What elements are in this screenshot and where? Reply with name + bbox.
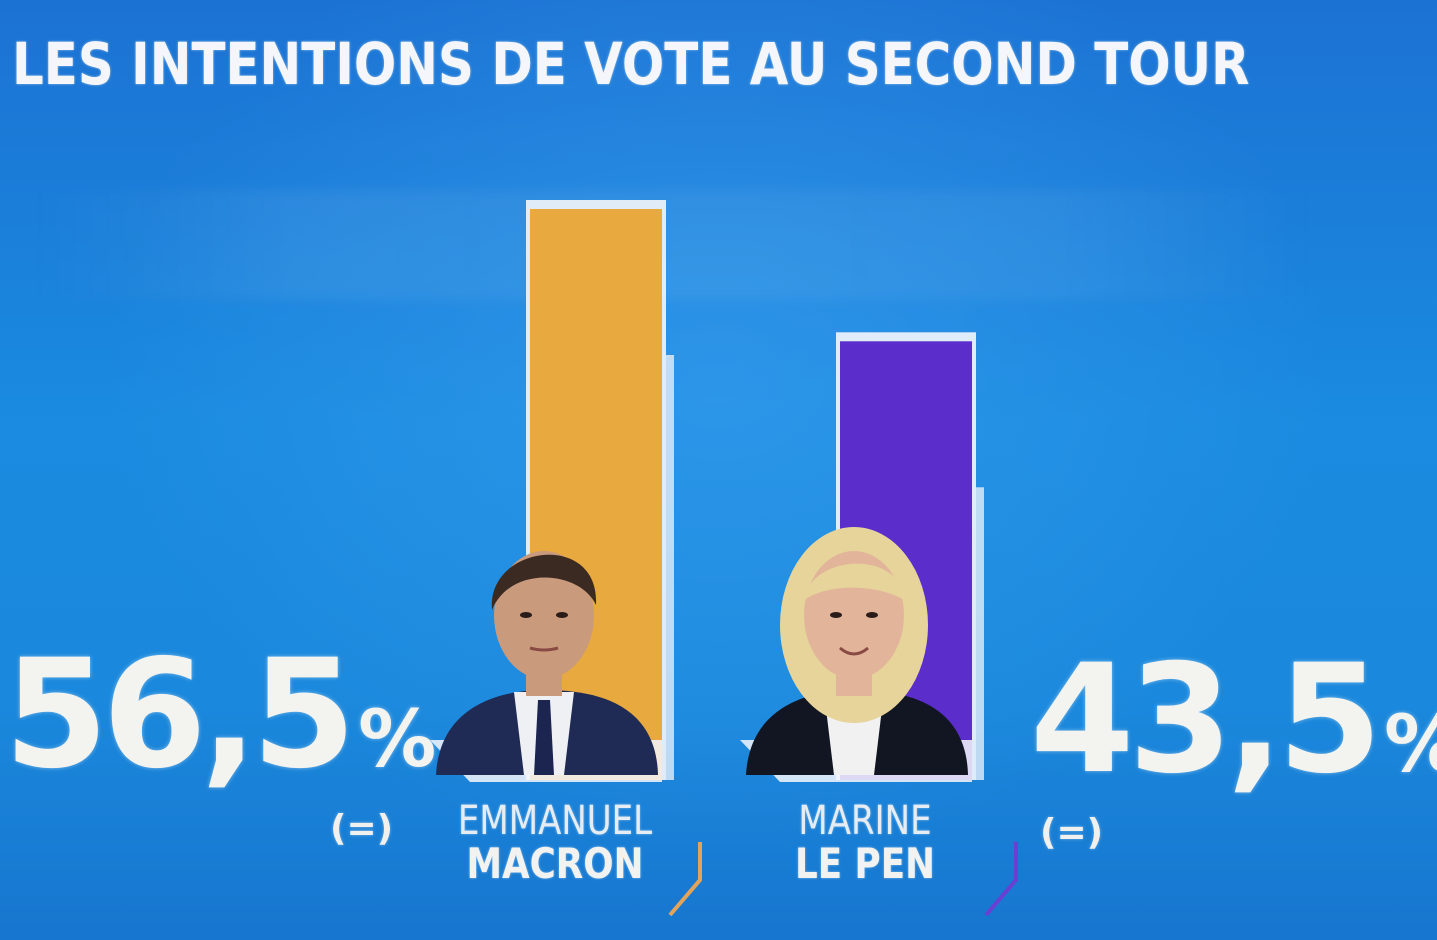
macron-accent-tick (668, 842, 702, 917)
le-pen-last-name: LE PEN (794, 839, 935, 888)
le-pen-percent: 43,5% (1030, 645, 1437, 795)
macron-percent-value: 56,5 (4, 628, 356, 802)
bars-layer (526, 200, 984, 780)
le-pen-portrait-icon (740, 527, 972, 782)
ticks-layer (668, 842, 1018, 917)
le-pen-first-name: MARINE (798, 798, 932, 844)
macron-last-name: MACRON (466, 839, 644, 888)
portraits-layer (430, 527, 972, 782)
le-pen-change: (=) (1040, 812, 1104, 853)
macron-change: (=) (330, 808, 394, 849)
macron-bar-edge (666, 355, 674, 780)
le-pen-accent-tick (984, 842, 1018, 917)
le-pen-percent-sign: % (1384, 700, 1437, 790)
macron-portrait-icon (430, 551, 662, 782)
chart-title: LES INTENTIONS DE VOTE AU SECOND TOUR (12, 30, 1250, 98)
macron-first-name: EMMANUEL (457, 798, 653, 844)
macron-percent-sign: % (358, 695, 437, 785)
macron-name-label: EMMANUEL MACRON (440, 800, 670, 886)
macron-percent: 56,5% (4, 640, 436, 790)
le-pen-name-label: MARINE LE PEN (759, 800, 972, 886)
le-pen-bar-edge (976, 487, 984, 780)
le-pen-percent-value: 43,5 (1030, 633, 1382, 807)
macron-bar-group (526, 200, 674, 780)
